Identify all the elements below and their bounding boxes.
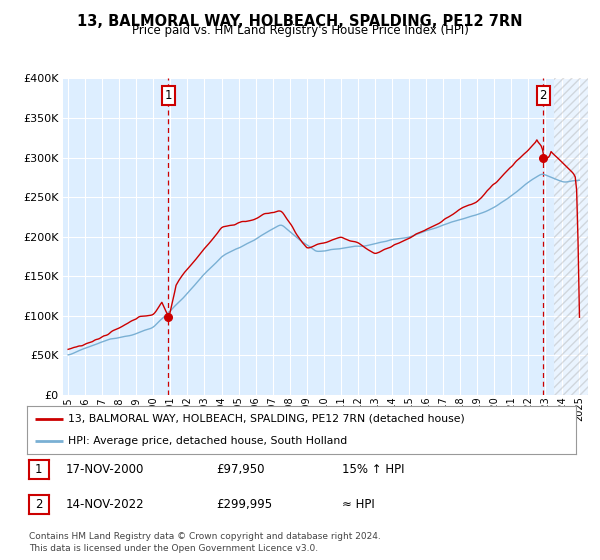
Text: 15% ↑ HPI: 15% ↑ HPI	[342, 463, 404, 477]
Text: 13, BALMORAL WAY, HOLBEACH, SPALDING, PE12 7RN: 13, BALMORAL WAY, HOLBEACH, SPALDING, PE…	[77, 14, 523, 29]
Text: Price paid vs. HM Land Registry's House Price Index (HPI): Price paid vs. HM Land Registry's House …	[131, 24, 469, 36]
Text: 17-NOV-2000: 17-NOV-2000	[66, 463, 145, 477]
Text: Contains HM Land Registry data © Crown copyright and database right 2024.
This d: Contains HM Land Registry data © Crown c…	[29, 532, 380, 553]
Text: 14-NOV-2022: 14-NOV-2022	[66, 498, 145, 511]
Text: HPI: Average price, detached house, South Holland: HPI: Average price, detached house, Sout…	[68, 436, 347, 446]
Text: £299,995: £299,995	[216, 498, 272, 511]
Text: 13, BALMORAL WAY, HOLBEACH, SPALDING, PE12 7RN (detached house): 13, BALMORAL WAY, HOLBEACH, SPALDING, PE…	[68, 414, 465, 424]
Text: 1: 1	[164, 89, 172, 102]
Text: 2: 2	[539, 89, 547, 102]
Text: £97,950: £97,950	[216, 463, 265, 477]
Text: 1: 1	[35, 463, 43, 476]
Text: ≈ HPI: ≈ HPI	[342, 498, 375, 511]
Text: 2: 2	[35, 498, 43, 511]
